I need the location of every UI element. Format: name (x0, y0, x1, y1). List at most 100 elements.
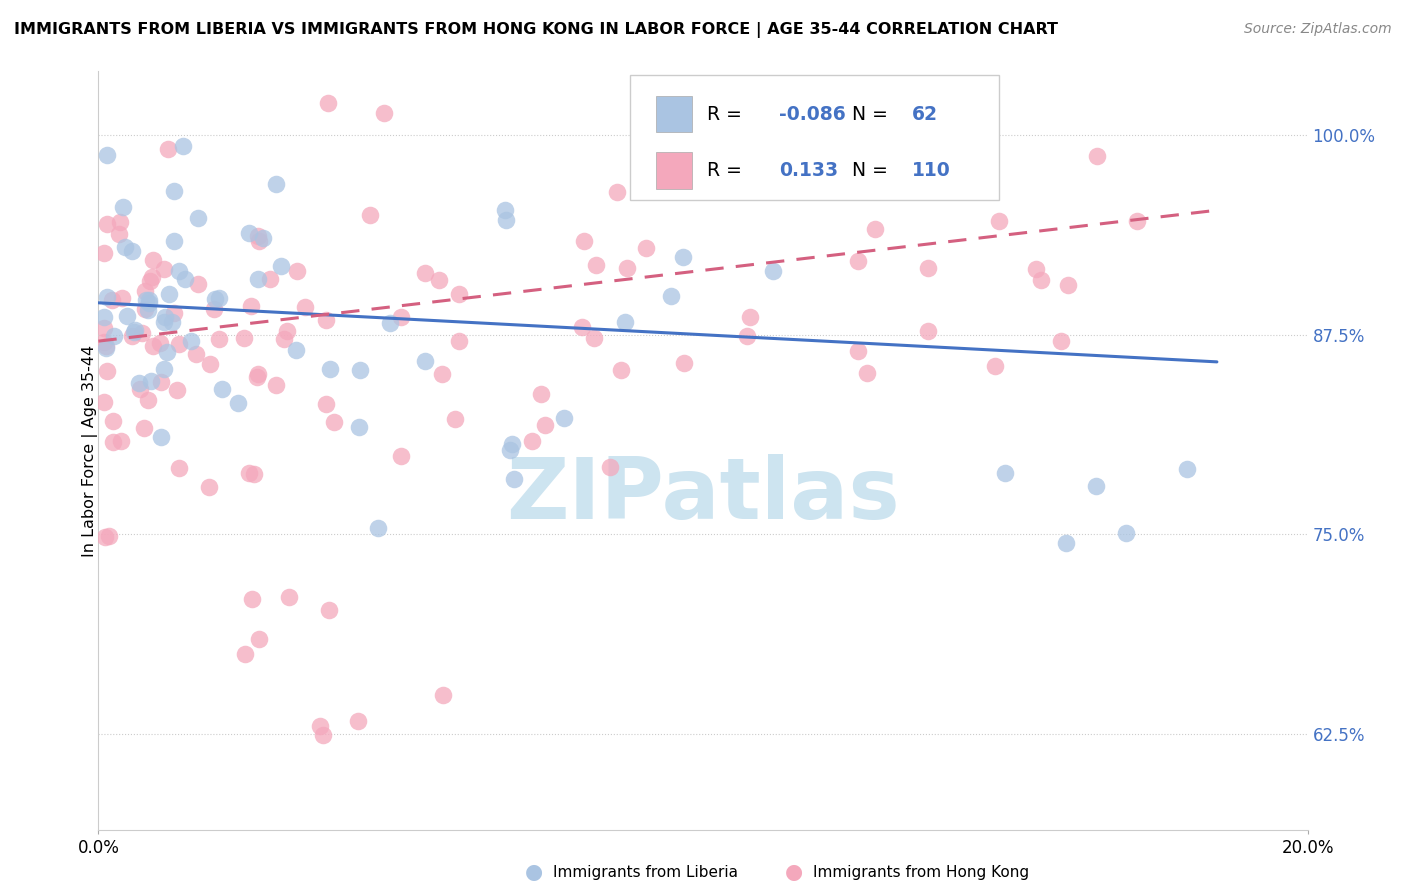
Point (312, 728, 335, 742)
Point (285, 264, 308, 278)
Point (636, 241, 658, 255)
Point (855, 367, 877, 381)
Point (856, 169, 879, 184)
Point (142, 253, 165, 268)
Point (498, 442, 520, 457)
Point (315, 312, 337, 326)
Point (378, 316, 401, 330)
Point (585, 258, 607, 272)
Point (238, 466, 260, 480)
Point (121, 244, 143, 259)
Text: ●: ● (786, 863, 803, 882)
Point (294, 300, 316, 314)
Point (599, 460, 621, 475)
Point (141, 270, 163, 285)
Text: N =: N = (852, 104, 887, 124)
Point (270, 259, 292, 273)
Point (246, 272, 269, 286)
Text: ●: ● (526, 863, 543, 882)
Point (672, 356, 695, 370)
Point (659, 289, 682, 303)
Point (530, 386, 553, 401)
Point (131, 326, 153, 341)
Point (184, 347, 207, 361)
Point (103, 329, 125, 343)
Point (447, 287, 470, 301)
Point (94, 530, 117, 544)
Point (155, 310, 177, 324)
Point (276, 324, 298, 338)
Point (153, 262, 176, 277)
Point (122, 325, 145, 339)
Point (432, 688, 454, 702)
Point (277, 590, 299, 604)
Point (240, 591, 263, 606)
Point (93, 334, 115, 349)
Point (93, 246, 115, 260)
Point (582, 331, 605, 345)
Point (166, 384, 188, 398)
Point (359, 208, 381, 222)
Point (124, 323, 146, 337)
FancyBboxPatch shape (655, 96, 692, 132)
Point (1175, 462, 1198, 476)
Point (846, 254, 869, 268)
Point (346, 714, 368, 729)
Point (309, 719, 332, 733)
Point (157, 287, 180, 301)
Text: 110: 110 (912, 161, 950, 180)
Point (495, 213, 517, 227)
Point (1056, 278, 1078, 293)
Point (349, 362, 371, 376)
Point (94, 341, 117, 355)
Point (367, 521, 389, 535)
Point (264, 177, 287, 191)
Point (1087, 149, 1109, 163)
Point (138, 273, 160, 287)
Point (115, 309, 138, 323)
Point (172, 138, 194, 153)
Point (96, 364, 118, 378)
Point (128, 382, 150, 396)
Point (211, 382, 233, 396)
Point (202, 301, 225, 316)
Point (322, 415, 344, 429)
Point (240, 299, 263, 313)
Point (204, 293, 226, 307)
Point (160, 314, 183, 328)
Point (233, 648, 256, 662)
Point (167, 264, 190, 278)
Point (187, 211, 209, 225)
Point (114, 239, 136, 253)
Point (156, 344, 179, 359)
Point (252, 231, 274, 245)
Point (139, 374, 162, 388)
Point (273, 332, 295, 346)
Point (112, 201, 135, 215)
Text: 62: 62 (912, 104, 938, 124)
Point (167, 337, 190, 351)
Point (101, 293, 124, 307)
Point (987, 213, 1010, 227)
Point (246, 369, 269, 384)
Point (149, 335, 172, 350)
Point (111, 292, 134, 306)
Point (349, 420, 371, 434)
Text: R =: R = (707, 161, 741, 180)
Point (163, 306, 186, 320)
Point (174, 272, 197, 286)
Text: Source: ZipAtlas.com: Source: ZipAtlas.com (1244, 22, 1392, 37)
Point (994, 467, 1017, 481)
Point (266, 378, 288, 392)
Point (1115, 525, 1137, 540)
Point (432, 367, 454, 381)
Point (285, 343, 308, 357)
Point (98, 529, 121, 543)
Point (110, 215, 132, 229)
Point (208, 291, 231, 305)
Point (101, 435, 124, 450)
Point (389, 310, 412, 324)
Point (198, 480, 221, 494)
Point (163, 235, 186, 249)
Point (103, 414, 125, 428)
